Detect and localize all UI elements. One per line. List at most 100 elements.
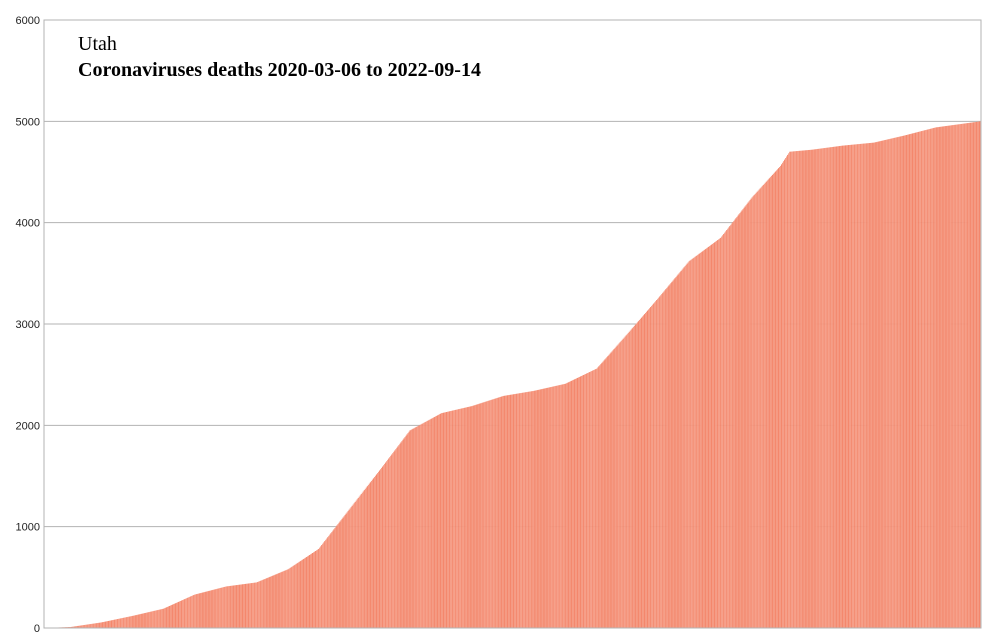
bar <box>285 571 286 629</box>
bar <box>884 140 885 628</box>
bar <box>333 529 334 628</box>
bar <box>90 624 91 628</box>
bar <box>172 605 173 628</box>
bar <box>450 411 451 628</box>
bar <box>524 392 525 628</box>
bar <box>198 594 199 628</box>
bar <box>830 147 831 628</box>
bar <box>581 376 582 628</box>
bar <box>457 409 458 628</box>
bar <box>373 478 374 628</box>
bar <box>338 523 339 628</box>
bar <box>216 589 217 628</box>
bar <box>913 133 914 628</box>
bar <box>619 343 620 628</box>
bar <box>140 614 141 628</box>
bar <box>810 150 811 628</box>
bar <box>886 140 887 628</box>
bar <box>312 553 313 628</box>
bar <box>721 237 722 628</box>
bar <box>749 201 750 628</box>
bar <box>611 351 612 628</box>
bar <box>566 383 567 628</box>
bar <box>561 385 562 628</box>
bar <box>108 621 109 628</box>
bar <box>202 592 203 628</box>
bar <box>812 150 813 628</box>
bar <box>836 146 837 628</box>
bar <box>903 136 904 628</box>
bar <box>599 365 600 628</box>
bar <box>782 163 783 628</box>
bar <box>178 602 179 628</box>
bar <box>756 193 757 628</box>
bar <box>262 580 263 628</box>
bar <box>781 164 782 628</box>
bar <box>367 486 368 628</box>
bar <box>349 510 350 628</box>
bar <box>165 608 166 628</box>
bar <box>497 398 498 628</box>
bar <box>232 586 233 628</box>
bar <box>772 175 773 628</box>
bar <box>716 241 717 628</box>
bar <box>496 398 497 628</box>
bar <box>794 151 795 628</box>
bar <box>332 531 333 628</box>
bar <box>401 441 402 628</box>
bar <box>185 599 186 628</box>
bar <box>608 355 609 628</box>
bar <box>925 130 926 628</box>
bar <box>313 552 314 628</box>
bar <box>436 416 437 628</box>
bar <box>961 124 962 628</box>
bar <box>631 329 632 628</box>
bar <box>866 143 867 628</box>
bar <box>959 124 960 628</box>
bar <box>304 558 305 628</box>
bar <box>352 506 353 628</box>
bar <box>208 591 209 628</box>
bar <box>277 573 278 628</box>
bar <box>368 485 369 628</box>
bar <box>602 362 603 628</box>
bar <box>645 313 646 628</box>
bar <box>828 148 829 628</box>
bar <box>624 338 625 628</box>
bar <box>158 610 159 628</box>
bar <box>190 596 191 628</box>
bar <box>681 271 682 628</box>
bar <box>101 622 102 628</box>
bar <box>646 312 647 628</box>
bar <box>403 438 404 628</box>
bar <box>96 623 97 628</box>
bar <box>316 550 317 628</box>
bar <box>139 614 140 628</box>
bar <box>623 339 624 628</box>
bar <box>461 408 462 628</box>
bar <box>874 142 875 628</box>
bar <box>916 132 917 628</box>
bar <box>917 132 918 628</box>
bar <box>493 399 494 628</box>
bar <box>464 408 465 628</box>
bar <box>892 138 893 628</box>
bar <box>226 586 227 628</box>
bar <box>489 401 490 628</box>
bar <box>111 620 112 628</box>
bar <box>834 147 835 628</box>
bar <box>598 366 599 628</box>
bar <box>833 147 834 628</box>
bar <box>897 137 898 628</box>
bar <box>106 621 107 628</box>
bar <box>394 450 395 628</box>
bar <box>267 578 268 628</box>
bar <box>893 138 894 628</box>
bar <box>430 419 431 628</box>
bar <box>356 501 357 628</box>
bar <box>910 134 911 628</box>
bar <box>739 213 740 628</box>
bar <box>809 150 810 628</box>
bar <box>182 600 183 628</box>
bar <box>761 187 762 628</box>
